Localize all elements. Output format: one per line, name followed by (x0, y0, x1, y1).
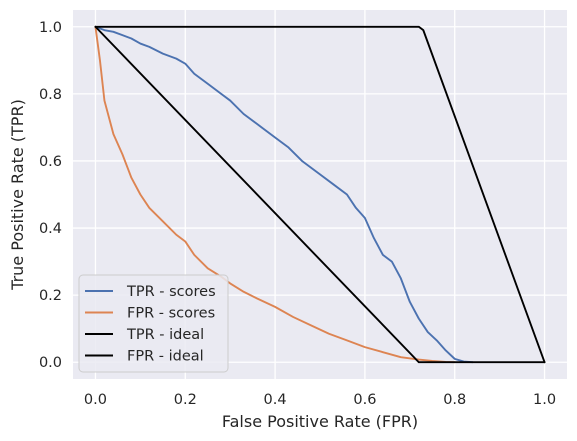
x-tick-label: 0.8 (443, 392, 466, 408)
y-tick-label: 0.8 (39, 87, 62, 103)
x-axis-label: False Positive Rate (FPR) (222, 412, 418, 431)
legend-label: FPR - scores (127, 306, 215, 322)
x-tick-label: 0.4 (264, 392, 287, 408)
y-tick-label: 0.0 (39, 355, 62, 371)
series-line-tpr-ideal (94, 25, 546, 364)
x-tick-label: 0.0 (84, 392, 107, 408)
y-tick-label: 0.2 (39, 288, 62, 304)
x-tick-label: 0.2 (174, 392, 197, 408)
series-line-fpr-scores (94, 25, 456, 364)
legend-label: TPR - ideal (126, 327, 204, 343)
legend: TPR - scores FPR - scores TPR - ideal FPR -… (78, 274, 229, 373)
y-tick-labels: 0.0 0.2 0.4 0.6 0.8 1.0 (39, 20, 62, 371)
legend-box (78, 274, 229, 373)
x-tick-label: 1.0 (533, 392, 556, 408)
series-line-tpr-scores (94, 25, 474, 364)
legend-label: TPR - scores (126, 284, 216, 300)
legend-label: FPR - ideal (127, 349, 204, 365)
y-tick-label: 1.0 (39, 20, 62, 36)
series-line-fpr-ideal (94, 25, 546, 364)
x-tick-labels: 0.0 0.2 0.4 0.6 0.8 1.0 (84, 392, 556, 408)
series-layer (94, 25, 546, 364)
y-tick-label: 0.6 (39, 154, 62, 170)
x-tick-label: 0.6 (353, 392, 376, 408)
y-tick-label: 0.4 (39, 221, 62, 237)
y-axis-label: True Positive Rate (TPR) (8, 99, 27, 291)
